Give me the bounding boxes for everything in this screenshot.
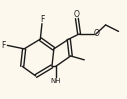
Text: F: F	[40, 15, 44, 24]
Text: O: O	[74, 10, 80, 19]
Text: NH: NH	[51, 78, 61, 84]
Text: F: F	[1, 41, 6, 50]
Text: O: O	[94, 29, 100, 38]
